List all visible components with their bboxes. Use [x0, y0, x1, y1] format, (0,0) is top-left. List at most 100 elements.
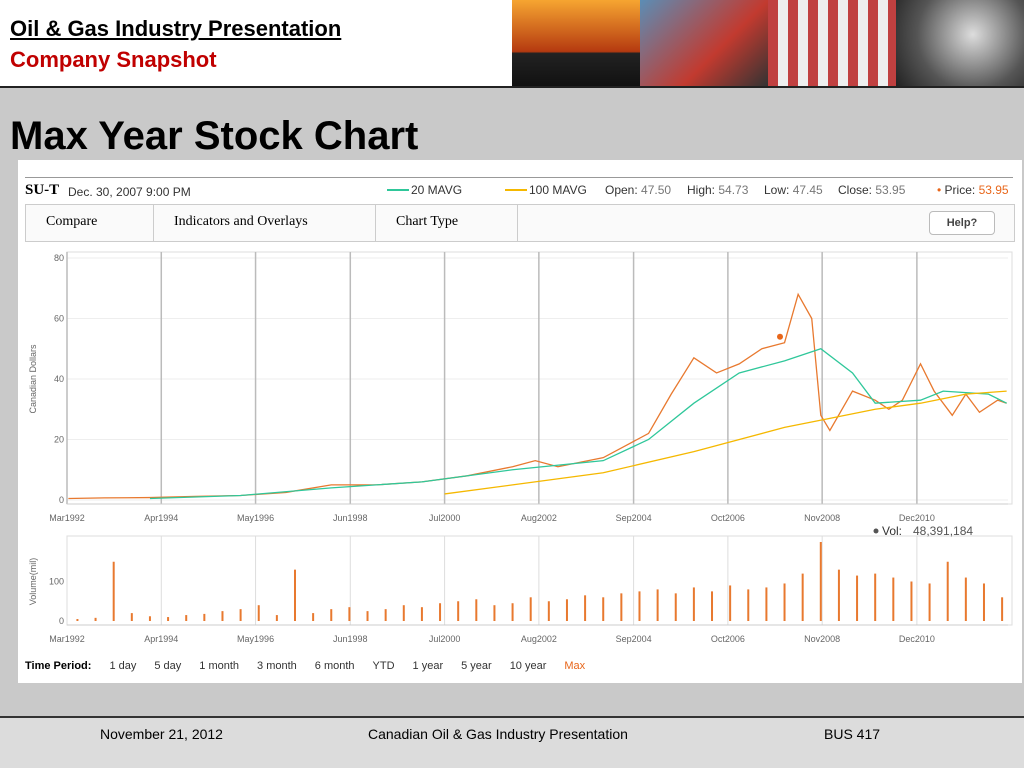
y-axis-label: Canadian Dollars: [28, 344, 38, 414]
volume-bar: [819, 542, 822, 621]
x-tick-label: Mar1992: [49, 634, 85, 644]
x-tick-label: Jul2000: [429, 513, 461, 523]
x-tick-label: Jun1998: [333, 513, 368, 523]
plot-area: [66, 535, 1013, 626]
x-tick-label: Apr1994: [144, 634, 178, 644]
legend-swatch: [505, 189, 527, 191]
toolbar: Compare Indicators and Overlays Chart Ty…: [25, 204, 1015, 242]
volume-annotation: Vol:: [882, 524, 902, 538]
x-tick-label: Apr1994: [144, 513, 178, 523]
toolbar-button[interactable]: Chart Type: [376, 205, 518, 241]
volume-bar: [620, 593, 623, 621]
volume-bar: [94, 617, 97, 621]
legend-entry: 20 MAVG: [411, 183, 463, 197]
x-tick-label: Aug2002: [521, 634, 557, 644]
time-period-option[interactable]: 5 day: [154, 660, 182, 672]
footer-right: BUS 417: [824, 726, 881, 742]
volume-bar: [964, 577, 967, 621]
time-period-option[interactable]: 10 year: [509, 660, 547, 672]
volume-bar: [221, 611, 224, 621]
volume-bar: [167, 617, 170, 621]
volume-bar: [584, 595, 587, 621]
y-tick-label: 40: [54, 374, 64, 384]
time-period: Time Period: 1 day 5 day 1 month 3 month 6 mo…: [25, 660, 585, 672]
volume-bar: [747, 589, 750, 621]
volume-bar: [711, 591, 714, 621]
price-line: [149, 348, 1007, 500]
x-tick-label: Jul2000: [429, 634, 461, 644]
volume-bar: [565, 599, 568, 621]
photo: [768, 0, 896, 86]
volume-bar: [874, 573, 877, 621]
quote-label: Open:: [605, 183, 638, 197]
price-line: [68, 292, 1007, 500]
x-tick-label: Dec2010: [899, 634, 935, 644]
time-period-option[interactable]: 1 year: [412, 660, 444, 672]
footer: November 21, 2012 Canadian Oil & Gas Ind…: [0, 716, 1024, 768]
volume-bar: [547, 601, 550, 621]
price-line: [444, 390, 1007, 495]
time-period-option[interactable]: YTD: [372, 660, 395, 672]
quote-bar: SU-T Dec. 30, 2007 9:00 PM 20 MAVG 100 M…: [25, 177, 1013, 204]
volume-bar: [239, 609, 242, 621]
volume-bar: [638, 591, 641, 621]
footer-center: Canadian Oil & Gas Industry Presentation: [368, 726, 628, 742]
volume-bar: [602, 597, 605, 621]
volume-bar: [402, 605, 405, 621]
volume-bar: [856, 575, 859, 621]
y-tick-label: 20: [54, 435, 64, 445]
volume-bar: [674, 593, 677, 621]
header-subtitle: Company Snapshot: [10, 47, 217, 72]
volume-bar: [910, 581, 913, 621]
y-tick-label: 80: [54, 253, 64, 263]
volume-bar: [892, 577, 895, 621]
quote-value: 53.95: [875, 183, 906, 197]
volume-bar: [148, 616, 151, 621]
volume-bar: [729, 585, 732, 621]
legend-swatch: [387, 189, 409, 191]
x-tick-label: Oct2006: [711, 634, 745, 644]
quote-value: 47.50: [641, 183, 672, 197]
volume-bar: [130, 613, 133, 621]
volume-bar: [275, 615, 278, 621]
time-period-option[interactable]: 6 month: [314, 660, 355, 672]
time-period-option[interactable]: Max: [564, 660, 586, 672]
volume-bar: [203, 613, 206, 621]
header-title: Oil & Gas Industry Presentation: [10, 16, 342, 41]
volume-bar: [384, 609, 387, 621]
y-tick-label: 60: [54, 314, 64, 324]
legend-entry: 100 MAVG: [529, 183, 587, 197]
volume-bar: [837, 569, 840, 621]
volume-bar: [692, 587, 695, 621]
photo: [512, 0, 640, 86]
volume-bar: [982, 583, 985, 621]
time-period-option[interactable]: 3 month: [257, 660, 297, 672]
charts: 0 20 40 60 80 Mar1992 Apr1994 May1996 Jun1998 Jul…: [28, 251, 1013, 644]
x-tick-label: Sep2004: [616, 513, 652, 523]
volume-bar: [257, 605, 260, 621]
time-period-label: Time Period:: [25, 660, 92, 672]
time-period-option[interactable]: 5 year: [461, 660, 492, 672]
quote-label: Close:: [838, 183, 873, 197]
time-period-option[interactable]: 1 day: [109, 660, 137, 672]
x-tick-label: Oct2006: [711, 513, 745, 523]
volume-bar: [511, 603, 514, 621]
help-button[interactable]: Help?: [929, 211, 995, 235]
quote-value: 53.95: [978, 183, 1009, 197]
x-tick-label: May1996: [237, 513, 274, 523]
slide-title: Max Year Stock Chart: [10, 114, 419, 158]
x-tick-label: Nov2008: [804, 634, 840, 644]
toolbar-button[interactable]: Compare: [26, 205, 154, 241]
volume-bar: [439, 603, 442, 621]
footer-date: November 21, 2012: [100, 726, 223, 742]
header: Oil & Gas Industry Presentation Company …: [0, 0, 1024, 88]
volume-bar: [475, 599, 478, 621]
quote-value: 47.45: [792, 183, 823, 197]
volume-bar: [928, 583, 931, 621]
y-tick-label: 0: [59, 495, 64, 505]
volume-bar: [1001, 597, 1004, 621]
volume-bar: [529, 597, 532, 621]
time-period-option[interactable]: 1 month: [199, 660, 240, 672]
toolbar-button[interactable]: Indicators and Overlays: [154, 205, 376, 241]
